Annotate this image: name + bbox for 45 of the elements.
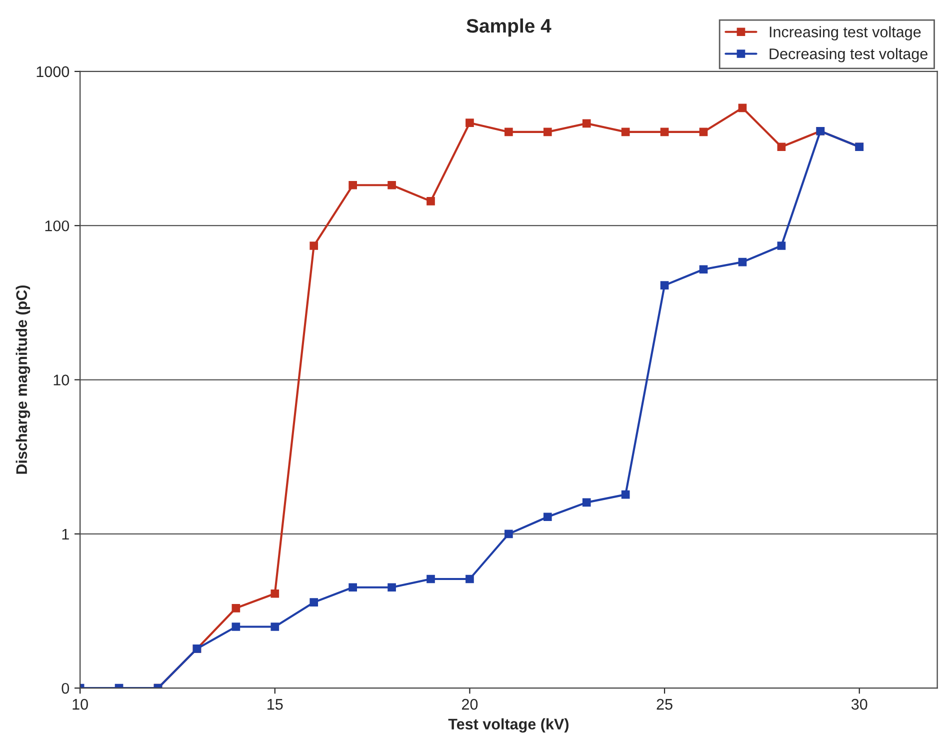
point — [660, 128, 669, 136]
x-tick-label: 10 — [72, 698, 88, 710]
y-axis-title: Discharge magnitude (pC) — [16, 285, 30, 474]
point — [543, 512, 552, 522]
chart-title: Sample 4 — [466, 18, 552, 37]
point — [621, 490, 630, 499]
point — [348, 180, 357, 190]
point — [777, 242, 786, 250]
legend-label: Decreasing test voltage — [770, 48, 928, 62]
y-tick-label: 0 — [62, 682, 70, 694]
point — [310, 598, 318, 606]
point — [738, 104, 747, 112]
point — [232, 622, 240, 631]
y-tick-label: 100 — [45, 220, 70, 232]
point — [270, 622, 280, 631]
y-tick-label: 1000 — [36, 66, 70, 78]
x-tick-label: 25 — [656, 698, 672, 710]
point — [388, 180, 396, 190]
point — [738, 258, 747, 266]
legend-label: Increasing test voltage — [770, 26, 921, 40]
point — [466, 118, 474, 128]
point — [426, 197, 435, 206]
point — [543, 128, 552, 136]
point — [426, 574, 435, 584]
point — [270, 589, 280, 598]
x-tick-label: 20 — [462, 698, 478, 710]
point — [388, 583, 396, 592]
point — [660, 281, 669, 290]
y-tick-label: 10 — [54, 374, 70, 386]
x-tick-label: 30 — [851, 698, 868, 710]
point — [310, 242, 318, 250]
point — [582, 119, 591, 128]
x-axis-title: Test voltage (kV) — [448, 718, 568, 733]
point — [232, 604, 240, 612]
point — [504, 128, 513, 136]
x-tick-label: 15 — [268, 699, 283, 710]
point — [699, 128, 708, 136]
point — [699, 265, 708, 274]
point — [348, 583, 357, 592]
point — [582, 498, 591, 507]
y-tick-label: 1 — [62, 528, 69, 540]
point — [504, 530, 513, 538]
point — [466, 574, 474, 584]
point — [777, 142, 786, 152]
point — [621, 128, 630, 136]
